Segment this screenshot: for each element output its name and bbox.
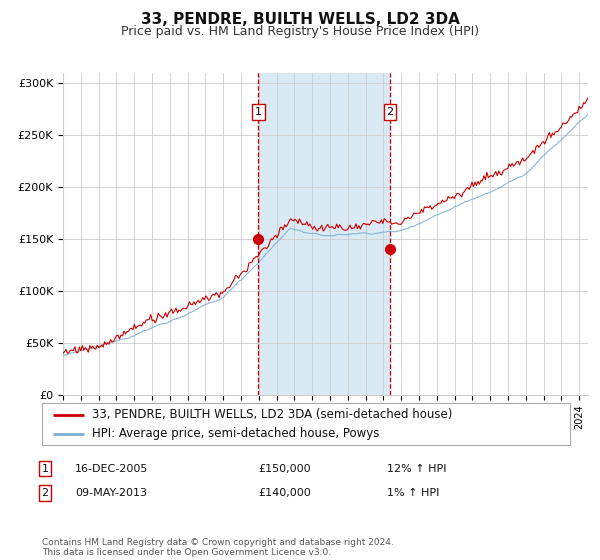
Text: Contains HM Land Registry data © Crown copyright and database right 2024.
This d: Contains HM Land Registry data © Crown c… bbox=[42, 538, 394, 557]
Text: 2: 2 bbox=[386, 108, 394, 117]
Text: 1% ↑ HPI: 1% ↑ HPI bbox=[387, 488, 439, 498]
Text: 09-MAY-2013: 09-MAY-2013 bbox=[75, 488, 147, 498]
Text: HPI: Average price, semi-detached house, Powys: HPI: Average price, semi-detached house,… bbox=[92, 427, 380, 440]
Text: 16-DEC-2005: 16-DEC-2005 bbox=[75, 464, 148, 474]
Bar bbox=[258, 73, 390, 395]
Text: 2: 2 bbox=[41, 488, 49, 498]
Text: 1: 1 bbox=[41, 464, 49, 474]
Text: Price paid vs. HM Land Registry's House Price Index (HPI): Price paid vs. HM Land Registry's House … bbox=[121, 25, 479, 38]
Text: £140,000: £140,000 bbox=[258, 488, 311, 498]
Text: 33, PENDRE, BUILTH WELLS, LD2 3DA (semi-detached house): 33, PENDRE, BUILTH WELLS, LD2 3DA (semi-… bbox=[92, 408, 452, 421]
Text: 12% ↑ HPI: 12% ↑ HPI bbox=[387, 464, 446, 474]
Text: 1: 1 bbox=[255, 108, 262, 117]
Text: £150,000: £150,000 bbox=[258, 464, 311, 474]
Text: 33, PENDRE, BUILTH WELLS, LD2 3DA: 33, PENDRE, BUILTH WELLS, LD2 3DA bbox=[140, 12, 460, 27]
